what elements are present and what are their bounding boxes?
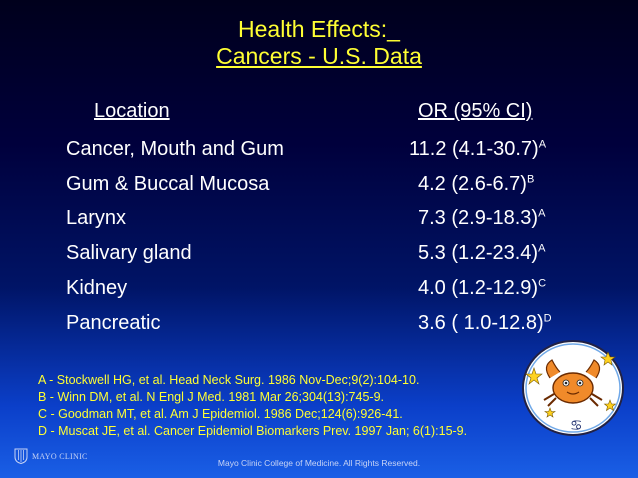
table-row-location: Gum & Buccal Mucosa — [66, 173, 270, 195]
reference-superscript: A — [538, 207, 546, 220]
slide-subtitle: Cancers - U.S. Data — [216, 43, 422, 69]
table-row-location: Salivary gland — [66, 242, 192, 264]
reference-item: C - Goodman MT, et al. Am J Epidemiol. 1… — [38, 407, 403, 421]
odds-ratio-value: 11.2 (4.1-30.7) — [409, 138, 539, 160]
column-header-odds-ratio: OR (95% CI) — [418, 100, 533, 122]
slide-title: Health Effects:_ — [238, 16, 400, 42]
table-row-odds-ratio: 5.3 (1.2-23.4)A — [418, 241, 545, 265]
reference-superscript: A — [538, 242, 546, 255]
reference-item: D - Muscat JE, et al. Cancer Epidemiol B… — [38, 424, 468, 438]
footer-copyright: Mayo Clinic College of Medicine. All Rig… — [217, 458, 421, 468]
reference-superscript: D — [543, 312, 552, 325]
reference-item: B - Winn DM, et al. N Engl J Med. 1981 M… — [38, 390, 384, 404]
mayo-clinic-logo: MAYO CLINIC — [14, 448, 88, 464]
table-row-odds-ratio: 4.0 (1.2-12.9)C — [418, 276, 546, 300]
reference-superscript: C — [538, 277, 547, 290]
table-row-location: Kidney — [66, 277, 128, 299]
mayo-shield-icon — [14, 448, 28, 464]
zodiac-glyph: ♋ — [570, 418, 583, 434]
odds-ratio-value: 5.3 (1.2-23.4) — [418, 242, 539, 264]
table-row-location: Larynx — [66, 207, 127, 229]
odds-ratio-value: 7.3 (2.9-18.3) — [418, 207, 539, 229]
odds-ratio-value: 3.6 ( 1.0-12.8) — [418, 312, 544, 334]
table-row-odds-ratio: 3.6 ( 1.0-12.8)D — [418, 311, 552, 335]
table-row-location: Pancreatic — [66, 312, 161, 334]
table-row-odds-ratio: 11.2 (4.1-30.7)A — [409, 137, 546, 161]
odds-ratio-value: 4.2 (2.6-6.7) — [418, 173, 527, 195]
table-row-location: Cancer, Mouth and Gum — [66, 138, 284, 160]
references-list: A - Stockwell HG, et al. Head Neck Surg.… — [38, 372, 467, 440]
odds-ratio-value: 4.0 (1.2-12.9) — [418, 277, 539, 299]
table-row-odds-ratio: 4.2 (2.6-6.7)B — [418, 172, 534, 196]
logo-text: MAYO CLINIC — [32, 451, 88, 461]
reference-superscript: A — [538, 138, 547, 151]
table-row-odds-ratio: 7.3 (2.9-18.3)A — [418, 206, 545, 230]
reference-superscript: B — [526, 173, 535, 186]
reference-item: A - Stockwell HG, et al. Head Neck Surg.… — [38, 373, 420, 387]
column-header-location: Location — [94, 100, 170, 122]
cancer-crab-zodiac-icon: ♋ — [522, 340, 624, 436]
